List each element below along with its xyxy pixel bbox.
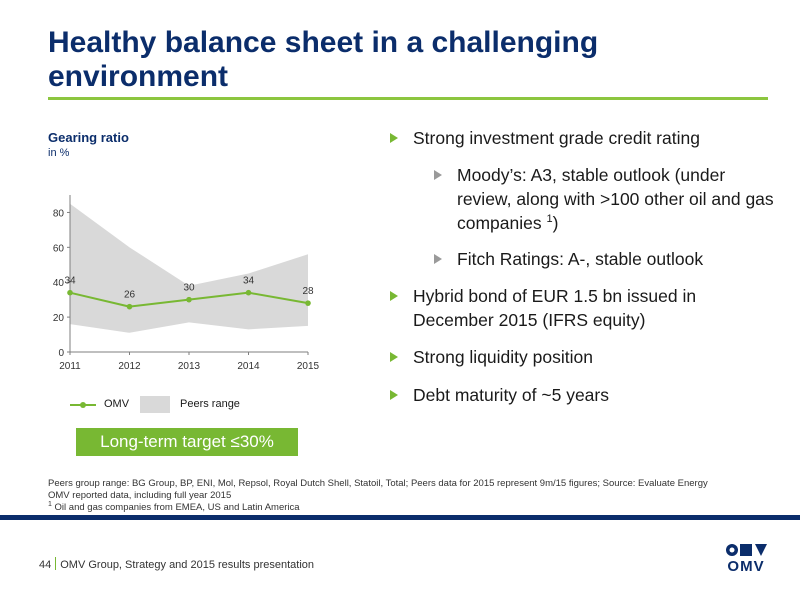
footer-text: OMV Group, Strategy and 2015 results pre…: [60, 559, 315, 571]
slide-title: Healthy balance sheet in a challenging e…: [48, 26, 599, 93]
omv-data-point: [245, 289, 252, 296]
omv-data-label: 34: [243, 276, 255, 287]
moodys-footnote-ref: 1: [546, 213, 553, 226]
sub-bullet-moodys-text: Moody’s: A3, stable outlook (under revie…: [434, 163, 780, 235]
legend-peers-swatch: [140, 396, 170, 413]
omv-data-point: [126, 303, 133, 310]
x-tick-label: 2015: [297, 361, 320, 372]
bullet-arrow-icon: [390, 352, 398, 362]
y-tick-label: 80: [53, 208, 65, 219]
page-number: 44: [39, 559, 52, 571]
sub-bullet-arrow-icon: [434, 254, 442, 264]
chart-subtitle: in %: [48, 147, 70, 159]
legend-omv-marker: [80, 402, 86, 408]
bullet-debt-maturity-text: Debt maturity of ~5 years: [413, 385, 609, 405]
bullet-arrow-icon: [390, 390, 398, 400]
omv-logo: OMV: [720, 543, 772, 577]
sub-bullet-fitch-text: Fitch Ratings: A-, stable outlook: [457, 249, 704, 269]
bullet-credit-rating: Strong investment grade credit rating: [390, 126, 780, 150]
chart-title: Gearing ratio: [48, 130, 129, 145]
omv-logo-mark-icon: [726, 544, 767, 556]
footnote-line-1: 1 Oil and gas companies from EMEA, US an…: [48, 500, 788, 514]
bullet-liquidity-text: Strong liquidity position: [413, 347, 593, 367]
key-points-list: Strong investment grade credit rating Mo…: [390, 126, 780, 407]
y-tick-label: 60: [53, 243, 65, 254]
moodys-text-end: ): [552, 213, 559, 233]
long-term-target-box: Long-term target ≤30%: [76, 428, 298, 456]
moodys-text-main: Moody’s: A3, stable outlook (under revie…: [457, 165, 774, 233]
peers-range-area: [70, 203, 308, 333]
footnote-line-omv: OMV reported data, including full year 2…: [48, 490, 232, 501]
x-tick-label: 2011: [59, 361, 81, 372]
x-tick-label: 2014: [237, 361, 260, 372]
chart-legend: OMV Peers range: [70, 395, 330, 415]
y-tick-label: 20: [53, 313, 65, 324]
footer: 44 OMV Group, Strategy and 2015 results p…: [39, 557, 314, 571]
sub-bullet-arrow-icon: [434, 170, 442, 180]
bullet-arrow-icon: [390, 291, 398, 301]
omv-data-label: 30: [183, 283, 195, 294]
sub-bullet-fitch: Fitch Ratings: A-, stable outlook: [434, 247, 780, 271]
bullet-arrow-icon: [390, 133, 398, 143]
bullet-liquidity: Strong liquidity position: [390, 345, 780, 369]
omv-data-label: 28: [302, 286, 314, 297]
gearing-ratio-chart: 0 20 40 60 80 2011 2012 2013 2014 2015 34 26 30 34 28: [53, 195, 320, 372]
omv-data-point: [305, 300, 311, 306]
bottom-band: [0, 515, 800, 520]
footnote: Peers group range: BG Group, BP, ENI, Mo…: [48, 478, 788, 514]
omv-data-point: [186, 296, 192, 303]
footnote-line-1-text: Oil and gas companies from EMEA, US and …: [54, 502, 300, 513]
omv-data-label: 26: [124, 290, 136, 301]
legend-peers-label: Peers range: [180, 398, 240, 410]
title-rule: [48, 97, 768, 100]
y-tick-label: 0: [58, 348, 64, 359]
footnote-marker: 1: [48, 500, 52, 508]
footer-divider: [55, 557, 57, 570]
x-tick-label: 2012: [118, 361, 141, 372]
footnote-line-peers: Peers group range: BG Group, BP, ENI, Mo…: [48, 478, 708, 489]
bullet-debt-maturity: Debt maturity of ~5 years: [390, 383, 780, 407]
bullet-hybrid-bond: Hybrid bond of EUR 1.5 bn issued in Dece…: [390, 284, 780, 332]
omv-data-point: [67, 289, 73, 296]
y-tick-label: 40: [53, 278, 65, 289]
omv-logo-text: OMV: [727, 558, 765, 575]
sub-bullet-moodys: Moody’s: A3, stable outlook (under revie…: [434, 163, 780, 235]
x-tick-label: 2013: [178, 361, 201, 372]
bullet-credit-rating-text: Strong investment grade credit rating: [413, 128, 700, 148]
bullet-hybrid-bond-text: Hybrid bond of EUR 1.5 bn issued in Dece…: [413, 286, 697, 330]
legend-omv-label: OMV: [104, 398, 130, 410]
omv-data-label: 34: [64, 276, 76, 287]
